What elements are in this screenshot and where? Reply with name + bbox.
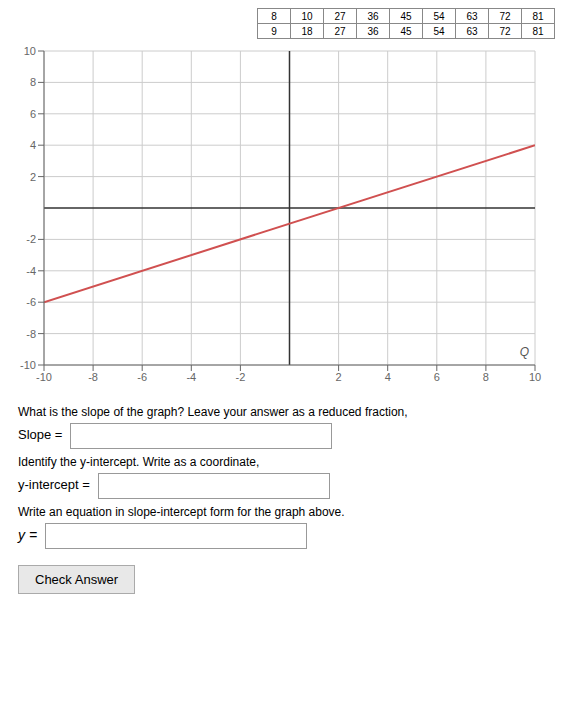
html-text:63: 63	[466, 25, 478, 37]
svg-text:-10: -10	[36, 371, 52, 383]
html-text:8: 8	[271, 10, 277, 22]
html-text:Q: Q	[519, 345, 529, 359]
svg-text:6: 6	[30, 108, 36, 120]
html-text:9: 9	[271, 25, 277, 37]
html-text:10: 10	[301, 10, 313, 22]
html-text:y =: y =	[18, 526, 38, 543]
svg-text:-6: -6	[137, 371, 147, 383]
svg-text:4: 4	[30, 139, 36, 151]
svg-text:8: 8	[483, 371, 489, 383]
svg-text:-10: -10	[20, 359, 36, 371]
html-text:Write an equation in slope-int: Write an equation in slope-intercept for…	[18, 505, 345, 519]
html-text:18: 18	[301, 25, 313, 37]
html-text:54: 54	[433, 10, 445, 22]
svg-text:10: 10	[24, 45, 36, 57]
html-text:36: 36	[367, 25, 379, 37]
svg-text:-2: -2	[26, 233, 36, 245]
html-text:y-intercept =: y-intercept =	[18, 477, 90, 493]
svg-text:6: 6	[434, 371, 440, 383]
svg-text:10: 10	[529, 371, 541, 383]
html-text:81: 81	[532, 10, 544, 22]
svg-text:-2: -2	[236, 371, 246, 383]
svg-text:-4: -4	[186, 371, 196, 383]
html-text:36: 36	[367, 10, 379, 22]
html-text:72: 72	[499, 25, 511, 37]
html-text:27: 27	[334, 10, 346, 22]
html-text:63: 63	[466, 10, 478, 22]
html-text:Slope =: Slope =	[18, 427, 63, 443]
svg-text:2: 2	[336, 371, 342, 383]
svg-text:-6: -6	[26, 296, 36, 308]
html-text:Identify the y-intercept. Writ: Identify the y-intercept. Write as a coo…	[18, 455, 260, 469]
svg-text:8: 8	[30, 76, 36, 88]
svg-text:-8: -8	[26, 328, 36, 340]
html-text:45: 45	[400, 10, 412, 22]
html-text:72: 72	[499, 10, 511, 22]
svg-text:4: 4	[385, 371, 391, 383]
svg-text:-8: -8	[88, 371, 98, 383]
html-text:Check Answer: Check Answer	[35, 572, 119, 587]
svg-text:2: 2	[30, 171, 36, 183]
svg-text:-4: -4	[26, 265, 36, 277]
html-text:What is the slope of the graph: What is the slope of the graph? Leave yo…	[18, 405, 408, 419]
html-text:45: 45	[400, 25, 412, 37]
html-text:54: 54	[433, 25, 445, 37]
html-text:81: 81	[532, 25, 544, 37]
html-text:27: 27	[334, 25, 346, 37]
